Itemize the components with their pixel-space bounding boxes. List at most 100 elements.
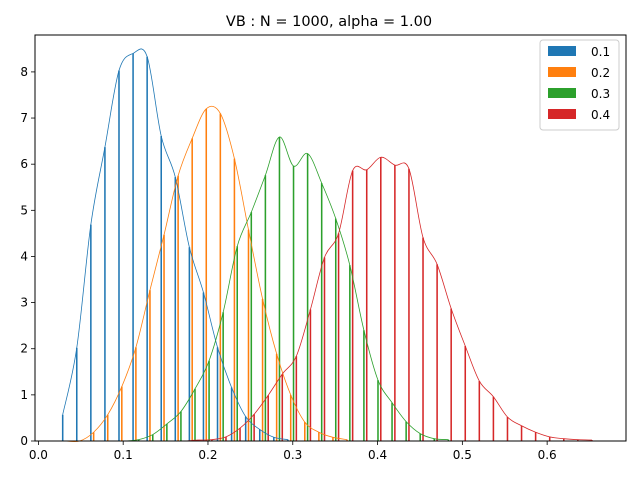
bar-0.4-12 bbox=[239, 428, 241, 441]
x-tick-label: 0.0 bbox=[29, 448, 48, 462]
bar-0.1-12 bbox=[230, 387, 233, 441]
bar-0.4-25 bbox=[422, 237, 424, 441]
y-tick-label: 2 bbox=[20, 342, 28, 356]
bar-0.4-32 bbox=[520, 425, 523, 441]
y-tick-label: 1 bbox=[20, 388, 28, 402]
x-tick-label: 0.6 bbox=[538, 448, 557, 462]
bar-0.1-7 bbox=[160, 136, 162, 442]
bar-0.2-2 bbox=[92, 432, 95, 441]
bar-0.2-5 bbox=[135, 347, 137, 441]
series-0.1 bbox=[61, 53, 289, 442]
bar-0.3-22 bbox=[377, 380, 379, 441]
bar-0.3-26 bbox=[433, 438, 436, 441]
bar-0.4-19 bbox=[337, 233, 340, 441]
bar-0.2-12 bbox=[233, 158, 236, 441]
bar-0.3-12 bbox=[236, 246, 238, 441]
bar-0.3-25 bbox=[419, 433, 421, 441]
y-tick-label: 3 bbox=[20, 296, 28, 310]
bar-0.4-35 bbox=[563, 438, 565, 441]
bar-0.4-26 bbox=[436, 264, 438, 441]
bar-0.3-18 bbox=[320, 183, 323, 441]
series-0.2 bbox=[92, 108, 348, 442]
bar-0.1-13 bbox=[244, 416, 247, 441]
x-tick-label: 0.3 bbox=[283, 448, 302, 462]
bar-0.2-20 bbox=[346, 439, 348, 441]
bar-0.2-7 bbox=[163, 234, 165, 441]
bar-0.3-19 bbox=[334, 218, 337, 441]
bar-0.1-4 bbox=[118, 70, 120, 441]
bar-0.4-17 bbox=[309, 309, 312, 441]
bar-0.4-27 bbox=[450, 308, 452, 441]
axes-layer: 0.0 0.1 0.2 0.3 0.4 0.5 0.6 0 1 2 3 4 5 6 7 8 bbox=[20, 34, 627, 462]
bar-0.2-10 bbox=[205, 108, 208, 441]
bar-0.4-33 bbox=[534, 432, 537, 441]
bar-0.3-10 bbox=[208, 360, 210, 441]
bar-0.1-10 bbox=[202, 292, 205, 441]
bar-0.3-15 bbox=[278, 136, 281, 441]
bar-0.1-14 bbox=[258, 429, 261, 441]
bar-0.2-9 bbox=[191, 138, 193, 441]
legend-label-0.4: 0.4 bbox=[591, 108, 610, 122]
y-tick-label: 5 bbox=[20, 203, 28, 217]
bar-0.4-13 bbox=[253, 414, 255, 441]
bar-0.4-24 bbox=[408, 168, 410, 442]
bar-0.3-11 bbox=[222, 312, 224, 441]
bar-0.1-2 bbox=[90, 224, 92, 441]
bar-0.2-13 bbox=[247, 229, 250, 441]
bar-0.1-15 bbox=[273, 437, 275, 441]
bar-0.2-17 bbox=[304, 422, 306, 441]
bar-0.2-18 bbox=[318, 432, 320, 441]
bar-0.1-9 bbox=[188, 247, 191, 441]
bar-0.4-10 bbox=[211, 439, 213, 441]
bar-0.4-36 bbox=[577, 439, 579, 441]
bar-0.4-15 bbox=[281, 374, 284, 441]
bar-0.3-6 bbox=[152, 434, 154, 441]
legend-swatch-0.2 bbox=[548, 67, 576, 77]
bar-0.4-30 bbox=[492, 396, 495, 441]
bar-0.1-1 bbox=[75, 347, 78, 441]
bar-0.4-21 bbox=[365, 169, 368, 441]
x-tick-label: 0.5 bbox=[453, 448, 472, 462]
bar-0.1-16 bbox=[287, 439, 289, 441]
bar-0.2-14 bbox=[261, 298, 264, 441]
bar-0.1-11 bbox=[216, 347, 219, 441]
bar-0.1-6 bbox=[146, 56, 148, 442]
y-tick-label: 4 bbox=[20, 249, 28, 263]
legend-swatch-0.1 bbox=[548, 46, 576, 56]
bar-0.4-20 bbox=[351, 170, 354, 441]
bar-0.4-23 bbox=[394, 165, 396, 441]
bar-0.4-31 bbox=[506, 417, 509, 441]
legend-label-0.2: 0.2 bbox=[591, 66, 610, 80]
bar-0.2-19 bbox=[332, 437, 334, 441]
y-tick-label: 0 bbox=[20, 434, 28, 448]
curve-0.1 bbox=[62, 48, 288, 441]
bar-0.1-0 bbox=[61, 414, 64, 441]
y-tick-label: 7 bbox=[20, 111, 28, 125]
bar-0.3-5 bbox=[137, 439, 140, 441]
series-0.3 bbox=[137, 136, 450, 441]
x-tick-label: 0.4 bbox=[368, 448, 387, 462]
bar-0.3-7 bbox=[166, 423, 168, 441]
bar-0.3-17 bbox=[306, 153, 309, 441]
bar-0.3-23 bbox=[391, 402, 393, 441]
bar-0.4-18 bbox=[323, 257, 326, 441]
bar-0.4-11 bbox=[225, 436, 227, 441]
bar-0.2-4 bbox=[121, 386, 123, 441]
bar-0.1-3 bbox=[104, 147, 106, 442]
bar-0.3-27 bbox=[447, 439, 450, 441]
y-tick-label: 8 bbox=[20, 65, 28, 79]
bar-0.4-34 bbox=[548, 436, 551, 441]
plot-frame bbox=[34, 34, 627, 442]
bar-0.3-9 bbox=[194, 388, 196, 441]
bar-0.1-8 bbox=[174, 177, 177, 441]
bar-0.4-29 bbox=[478, 381, 481, 441]
legend-swatch-0.4 bbox=[548, 109, 576, 119]
legend-box bbox=[539, 39, 620, 131]
bar-0.3-8 bbox=[180, 411, 182, 441]
legend-swatch-0.3 bbox=[548, 88, 576, 98]
bar-0.2-8 bbox=[177, 175, 179, 441]
bars-layer bbox=[61, 53, 593, 442]
legend-label-0.3: 0.3 bbox=[591, 87, 610, 101]
